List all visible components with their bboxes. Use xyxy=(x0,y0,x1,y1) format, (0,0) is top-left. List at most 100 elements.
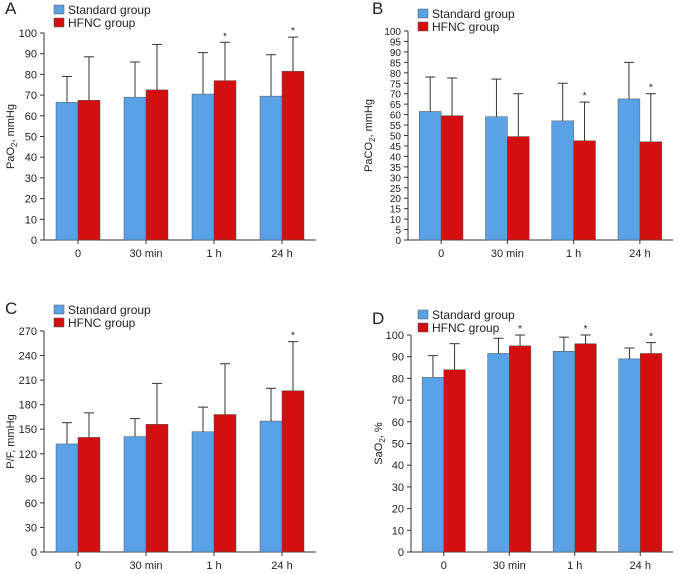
bar-hfnc-0 xyxy=(77,437,101,553)
y-tick-label: 90 xyxy=(392,352,404,364)
legend-label: Standard group xyxy=(432,308,515,322)
y-tick-label: 70 xyxy=(392,395,404,407)
y-axis-label: SaO2, % xyxy=(373,422,387,465)
y-tick-label: 90 xyxy=(25,473,37,485)
bar-standard-3 xyxy=(618,358,641,553)
y-axis-label-part: P/F, mmHg xyxy=(5,414,17,468)
y-tick-label: 30 xyxy=(392,482,404,494)
x-tick-label: 0 xyxy=(75,560,81,569)
x-tick-label: 1 h xyxy=(206,248,221,260)
bar-hfnc-0 xyxy=(440,115,464,241)
x-tick-label: 0 xyxy=(441,560,447,569)
y-tick-label: 150 xyxy=(19,424,37,436)
y-tick-label: 0 xyxy=(395,236,401,247)
y-tick-label: 270 xyxy=(19,326,37,338)
chart-panel-a: A 0 10 20 30 40 50 60 70 80 90 100 PaO2, mmHg 0 30 min… xyxy=(5,0,316,260)
bar-standard-1 xyxy=(123,436,147,553)
chart-panel-b: B051015202530354045505560657075808590951… xyxy=(363,0,673,260)
y-tick-label: 120 xyxy=(19,449,37,461)
significance-marker: * xyxy=(291,331,295,342)
bar-hfnc-2 xyxy=(213,80,237,241)
legend-swatch xyxy=(417,322,429,333)
bar-standard-2 xyxy=(552,351,576,553)
y-tick-label: 80 xyxy=(390,69,402,80)
y-tick-label: 30 xyxy=(390,173,402,184)
y-tick-label: 240 xyxy=(19,351,37,363)
bar-standard-2 xyxy=(551,120,574,241)
x-tick-label: 1 h xyxy=(566,248,581,260)
bar-standard-0 xyxy=(421,377,445,553)
bar-standard-0 xyxy=(419,111,442,241)
y-tick-label: 60 xyxy=(392,417,404,429)
y-tick-label: 40 xyxy=(390,152,402,163)
y-tick-label: 70 xyxy=(25,90,37,102)
legend-swatch xyxy=(53,304,65,315)
bar-standard-0 xyxy=(55,443,79,553)
significance-marker: * xyxy=(584,324,588,335)
y-tick-label: 60 xyxy=(25,498,37,510)
y-tick-label: 60 xyxy=(390,111,402,122)
y-tick-label: 55 xyxy=(390,121,402,132)
chart-panel-d: D 0 10 20 30 40 50 60 70 80 90 100 SaO2, % 0 30 min * 1 … xyxy=(372,308,673,572)
bar-hfnc-3 xyxy=(640,353,663,553)
y-tick-label: 0 xyxy=(398,547,404,559)
y-tick-label: 60 xyxy=(25,111,37,123)
y-tick-label: 30 xyxy=(25,522,37,534)
y-tick-label: 100 xyxy=(384,27,401,38)
legend-swatch xyxy=(417,21,429,32)
y-tick-label: 180 xyxy=(19,400,37,412)
bar-hfnc-3 xyxy=(281,390,305,553)
y-tick-label: 10 xyxy=(392,525,404,537)
y-tick-label: 65 xyxy=(390,100,402,111)
y-tick-label: 35 xyxy=(390,163,402,174)
x-tick-label: 24 h xyxy=(271,560,292,569)
y-axis-label: PaCO2, mmHg xyxy=(363,99,377,172)
y-tick-label: 50 xyxy=(390,132,402,143)
y-axis-label-part: , mmHg xyxy=(5,104,17,143)
y-tick-label: 25 xyxy=(390,184,402,195)
y-tick-label: 80 xyxy=(392,373,404,385)
bar-standard-2 xyxy=(191,431,215,553)
significance-marker: * xyxy=(583,91,587,102)
y-axis-label: P/F, mmHg xyxy=(5,414,17,468)
chart-panel-c: C 0 30 60 90 120 150 180 210 240 270 P/F, mmHg 0 30 m… xyxy=(5,299,316,572)
x-tick-label: 1 h xyxy=(567,560,582,569)
bar-hfnc-0 xyxy=(77,100,101,241)
x-tick-label: 30 min xyxy=(129,560,162,569)
legend-label: Standard group xyxy=(68,3,151,17)
significance-marker: * xyxy=(518,324,522,335)
y-axis-label-part: PaCO xyxy=(363,142,375,172)
significance-marker: * xyxy=(649,332,653,343)
y-tick-label: 90 xyxy=(390,48,402,59)
y-tick-label: 50 xyxy=(392,439,404,451)
y-axis-label: PaO2, mmHg xyxy=(5,104,19,169)
bar-standard-3 xyxy=(617,98,641,241)
y-tick-label: 210 xyxy=(19,375,37,387)
legend-label: HFNC group xyxy=(68,316,136,330)
y-axis-label-part: , mmHg xyxy=(363,99,375,138)
bar-standard-3 xyxy=(259,95,283,241)
y-tick-label: 100 xyxy=(386,330,404,342)
bar-standard-0 xyxy=(55,102,79,241)
bar-hfnc-2 xyxy=(574,343,597,553)
y-tick-label: 5 xyxy=(395,226,401,237)
y-tick-label: 75 xyxy=(390,79,402,90)
panel-letter: D xyxy=(372,309,384,328)
legend-label: Standard group xyxy=(68,303,151,317)
y-tick-label: 95 xyxy=(390,37,402,48)
x-tick-label: 1 h xyxy=(206,560,221,569)
bar-hfnc-2 xyxy=(573,140,596,241)
y-tick-label: 0 xyxy=(31,547,37,559)
y-tick-label: 70 xyxy=(390,90,402,101)
bar-standard-1 xyxy=(485,116,508,241)
y-tick-label: 30 xyxy=(25,173,37,185)
y-axis-label-part: 2 xyxy=(10,142,19,147)
y-tick-label: 0 xyxy=(31,235,37,247)
panel-letter: C xyxy=(5,299,17,318)
bar-hfnc-3 xyxy=(281,71,305,241)
significance-marker: * xyxy=(649,83,653,94)
y-tick-label: 100 xyxy=(19,28,37,40)
x-tick-label: 0 xyxy=(75,248,81,260)
